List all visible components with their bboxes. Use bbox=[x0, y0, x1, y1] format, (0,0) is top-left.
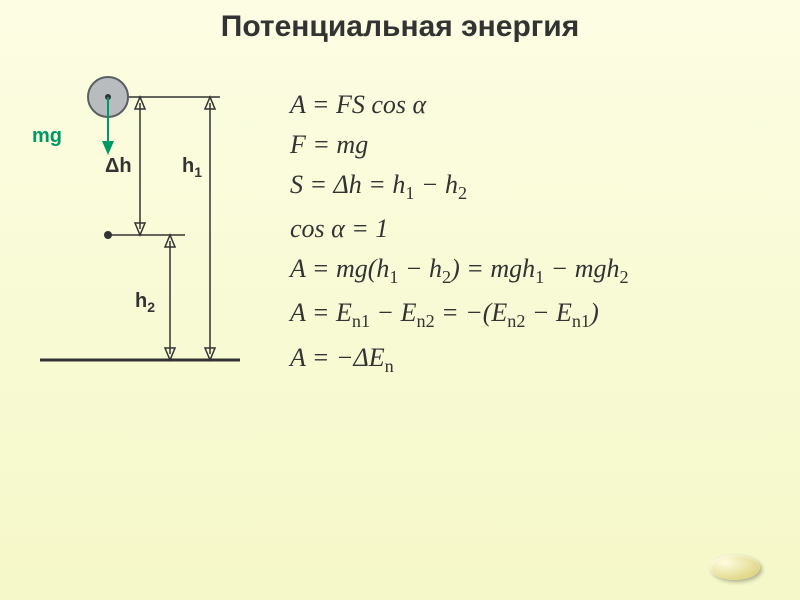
formula-work: A = FS cos α bbox=[290, 90, 629, 120]
h1-h: h bbox=[182, 155, 194, 177]
l6-s3: n2 bbox=[507, 312, 525, 332]
l7-s1: n bbox=[385, 356, 394, 376]
l6-pre: A = E bbox=[290, 298, 352, 327]
l7-pre: A = −ΔE bbox=[290, 343, 385, 372]
l5-pre: A = mg(h bbox=[290, 254, 389, 283]
h1-sub: 1 bbox=[194, 164, 202, 180]
formula-displacement: S = Δh = h1 − h2 bbox=[290, 170, 629, 204]
l5-m1: − h bbox=[399, 254, 443, 283]
mg-arrow-head bbox=[102, 141, 114, 155]
l6-m3: − E bbox=[525, 298, 571, 327]
formula-work-expanded: A = mg(h1 − h2) = mgh1 − mgh2 bbox=[290, 254, 629, 288]
potential-energy-diagram: mg Δh h1 h2 bbox=[30, 75, 250, 380]
page-title: Потенциальная энергия bbox=[0, 0, 800, 44]
l6-s1: n1 bbox=[352, 312, 370, 332]
l5-s1: 1 bbox=[389, 267, 398, 287]
diagram-svg bbox=[30, 75, 250, 380]
l6-m1: − E bbox=[370, 298, 416, 327]
formula-energy-diff: A = En1 − En2 = −(En2 − En1) bbox=[290, 298, 629, 332]
mid-dot bbox=[104, 231, 112, 239]
l6-s2: n2 bbox=[416, 312, 434, 332]
l5-s4: 2 bbox=[620, 267, 629, 287]
h1-label: h1 bbox=[182, 155, 202, 180]
l5-s3: 1 bbox=[535, 267, 544, 287]
delta-symbol: Δ bbox=[105, 155, 119, 177]
mg-label: mg bbox=[32, 125, 62, 148]
formula-force: F = mg bbox=[290, 130, 629, 160]
l3-mid: − h bbox=[414, 170, 458, 199]
h2-h: h bbox=[135, 290, 147, 312]
formula-delta-e: A = −ΔEn bbox=[290, 343, 629, 377]
l6-s4: n1 bbox=[572, 312, 590, 332]
l5-m3: − mgh bbox=[544, 254, 619, 283]
dh-label: Δh bbox=[105, 155, 132, 178]
l3-s2: 2 bbox=[458, 183, 467, 203]
h2-sub: 2 bbox=[147, 299, 155, 315]
l6-m2: = −(E bbox=[435, 298, 508, 327]
dh-h: h bbox=[119, 155, 131, 177]
formula-block: A = FS cos α F = mg S = Δh = h1 − h2 cos… bbox=[290, 90, 629, 387]
h2-label: h2 bbox=[135, 290, 155, 315]
l5-s2: 2 bbox=[442, 267, 451, 287]
next-slide-button[interactable] bbox=[710, 555, 760, 580]
l6-end: ) bbox=[590, 298, 599, 327]
l3-pre: S = Δh = h bbox=[290, 170, 405, 199]
l5-m2: ) = mgh bbox=[451, 254, 535, 283]
formula-cos: cos α = 1 bbox=[290, 214, 629, 244]
